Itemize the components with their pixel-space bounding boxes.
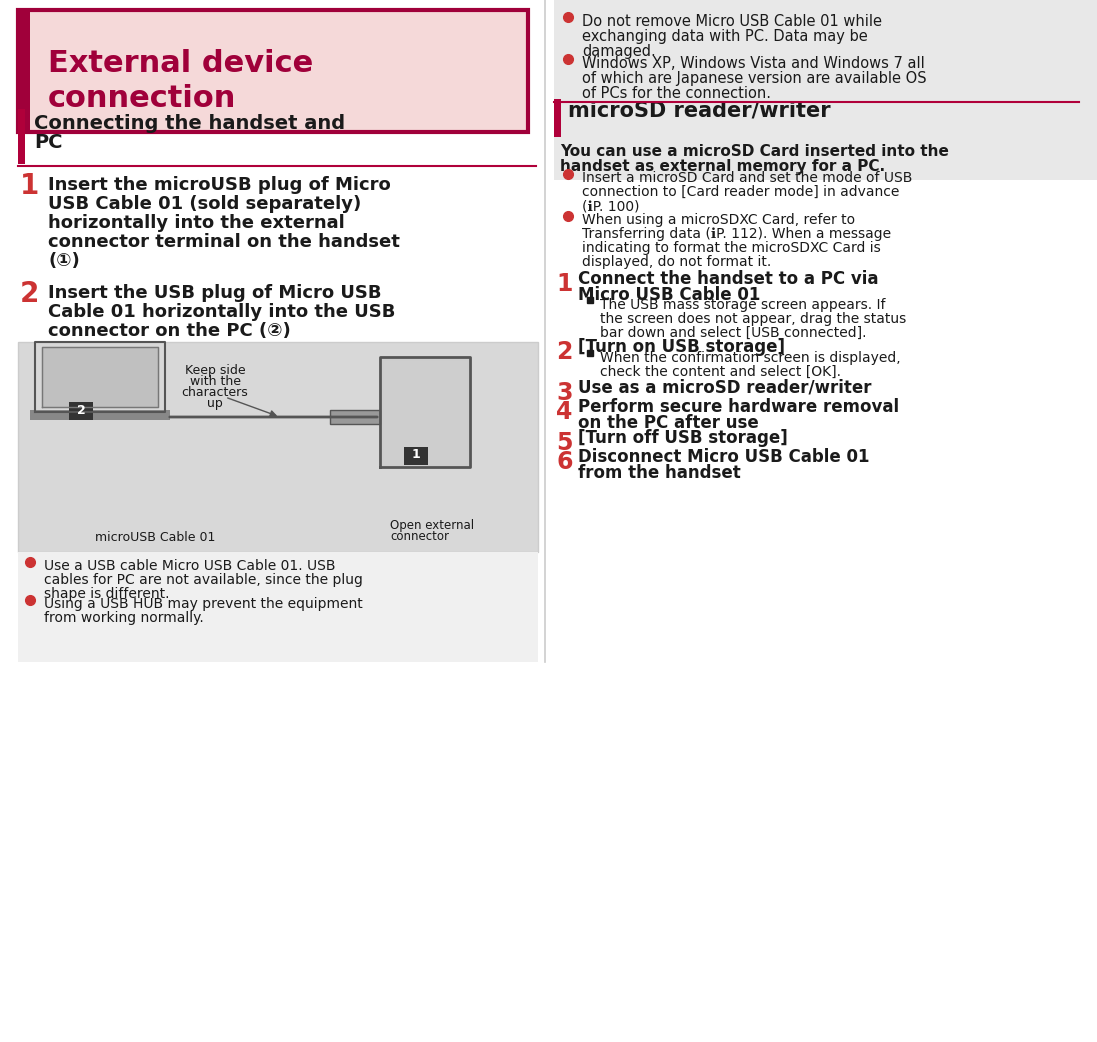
Text: 3: 3 — [556, 381, 573, 405]
Text: Insert the microUSB plug of Micro: Insert the microUSB plug of Micro — [48, 176, 391, 194]
Bar — [18, 10, 30, 132]
Text: Micro USB Cable 01: Micro USB Cable 01 — [578, 286, 760, 304]
Text: with the: with the — [190, 375, 240, 388]
Text: shape is different.: shape is different. — [44, 587, 170, 601]
Text: 2: 2 — [77, 403, 86, 417]
FancyBboxPatch shape — [404, 447, 428, 465]
Text: connector on the PC (②): connector on the PC (②) — [48, 322, 291, 340]
Text: The USB mass storage screen appears. If: The USB mass storage screen appears. If — [600, 298, 885, 312]
Bar — [330, 410, 380, 424]
Text: of PCs for the connection.: of PCs for the connection. — [583, 86, 771, 101]
Text: indicating to format the microSDXC Card is: indicating to format the microSDXC Card … — [583, 241, 881, 255]
Text: PC: PC — [34, 133, 63, 152]
Text: Perform secure hardware removal: Perform secure hardware removal — [578, 398, 900, 416]
Text: Windows XP, Windows Vista and Windows 7 all: Windows XP, Windows Vista and Windows 7 … — [583, 56, 925, 71]
Text: (①): (①) — [48, 252, 80, 270]
Text: 2: 2 — [556, 340, 573, 364]
Text: characters: characters — [182, 386, 248, 399]
Text: from working normally.: from working normally. — [44, 611, 204, 625]
FancyBboxPatch shape — [18, 10, 528, 132]
Text: damaged.: damaged. — [583, 44, 656, 59]
Text: horizontally into the external: horizontally into the external — [48, 214, 344, 232]
Text: Keep side: Keep side — [184, 364, 246, 377]
Text: When using a microSDXC Card, refer to: When using a microSDXC Card, refer to — [583, 213, 856, 227]
Bar — [554, 99, 561, 137]
Text: 6: 6 — [556, 450, 573, 474]
Text: Open external: Open external — [391, 519, 474, 532]
Text: 2: 2 — [20, 280, 39, 308]
Text: microSD reader/writer: microSD reader/writer — [568, 100, 830, 120]
Text: connection to [Card reader mode] in advance: connection to [Card reader mode] in adva… — [583, 185, 900, 199]
Text: cables for PC are not available, since the plug: cables for PC are not available, since t… — [44, 573, 363, 587]
Text: 5: 5 — [556, 431, 573, 455]
Text: check the content and select [OK].: check the content and select [OK]. — [600, 365, 841, 379]
Text: USB Cable 01 (sold separately): USB Cable 01 (sold separately) — [48, 195, 361, 213]
Text: displayed, do not format it.: displayed, do not format it. — [583, 255, 771, 269]
Text: connector: connector — [391, 530, 449, 543]
Text: up: up — [207, 397, 223, 410]
Text: Disconnect Micro USB Cable 01: Disconnect Micro USB Cable 01 — [578, 448, 870, 466]
FancyBboxPatch shape — [554, 0, 1097, 180]
Text: [Turn off USB storage]: [Turn off USB storage] — [578, 429, 788, 447]
Text: bar down and select [USB connected].: bar down and select [USB connected]. — [600, 326, 867, 340]
Text: External device: External device — [48, 49, 314, 78]
Text: of which are Japanese version are available OS: of which are Japanese version are availa… — [583, 71, 927, 86]
Text: Insert the USB plug of Micro USB: Insert the USB plug of Micro USB — [48, 284, 382, 302]
Text: Transferring data (ℹP. 112). When a message: Transferring data (ℹP. 112). When a mess… — [583, 227, 891, 241]
Text: 4: 4 — [556, 400, 573, 424]
Text: 1: 1 — [411, 448, 420, 462]
Text: Use as a microSD reader/writer: Use as a microSD reader/writer — [578, 379, 871, 397]
FancyBboxPatch shape — [18, 552, 538, 662]
Text: handset as external memory for a PC.: handset as external memory for a PC. — [559, 159, 885, 174]
Text: connection: connection — [48, 84, 236, 113]
Text: When the confirmation screen is displayed,: When the confirmation screen is displaye… — [600, 351, 901, 365]
Text: 1: 1 — [556, 272, 573, 296]
Text: connector terminal on the handset: connector terminal on the handset — [48, 233, 400, 251]
Text: Connecting the handset and: Connecting the handset and — [34, 114, 346, 133]
Text: Cable 01 horizontally into the USB: Cable 01 horizontally into the USB — [48, 303, 395, 321]
Text: from the handset: from the handset — [578, 464, 740, 482]
FancyBboxPatch shape — [69, 402, 93, 420]
Text: Do not remove Micro USB Cable 01 while: Do not remove Micro USB Cable 01 while — [583, 14, 882, 29]
Text: Insert a microSD Card and set the mode of USB: Insert a microSD Card and set the mode o… — [583, 171, 913, 185]
FancyBboxPatch shape — [18, 342, 538, 552]
Text: Use a USB cable Micro USB Cable 01. USB: Use a USB cable Micro USB Cable 01. USB — [44, 559, 336, 573]
Text: Using a USB HUB may prevent the equipment: Using a USB HUB may prevent the equipmen… — [44, 597, 363, 611]
Text: exchanging data with PC. Data may be: exchanging data with PC. Data may be — [583, 29, 868, 44]
Text: 1: 1 — [20, 172, 39, 200]
Text: on the PC after use: on the PC after use — [578, 414, 759, 432]
Text: (ℹP. 100): (ℹP. 100) — [583, 199, 640, 213]
Text: Connect the handset to a PC via: Connect the handset to a PC via — [578, 270, 879, 288]
Text: [Turn on USB storage]: [Turn on USB storage] — [578, 338, 785, 356]
Bar — [18, 109, 25, 164]
Text: You can use a microSD Card inserted into the: You can use a microSD Card inserted into… — [559, 144, 949, 159]
FancyBboxPatch shape — [30, 410, 170, 420]
Text: microUSB Cable 01: microUSB Cable 01 — [95, 531, 215, 544]
Text: the screen does not appear, drag the status: the screen does not appear, drag the sta… — [600, 312, 906, 326]
